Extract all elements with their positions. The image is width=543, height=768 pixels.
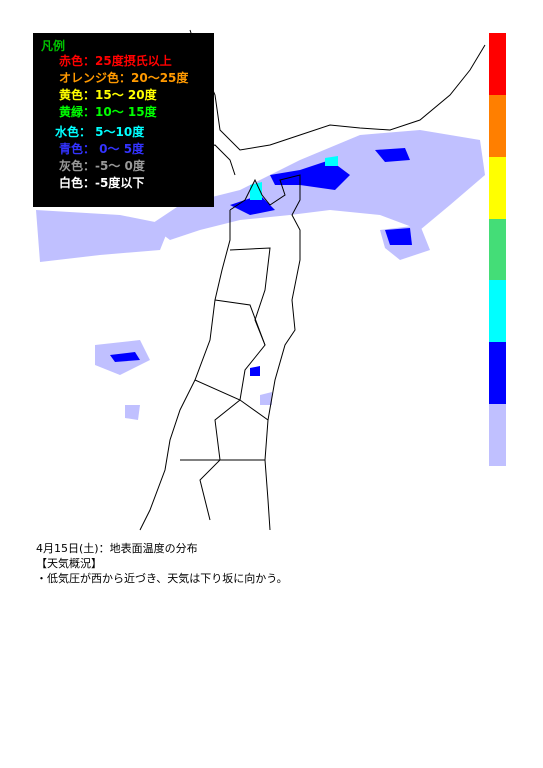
color-bar-segment [489,94,506,157]
legend-item: 灰色：-5～ 0度 [59,159,145,173]
caption: 4月15日(土)：地表面温度の分布 【天気概況】 ・低気圧が西から近づき、天気は… [36,541,288,586]
legend-item: 白色：-5度以下 [59,176,145,190]
color-bar-segment [489,404,506,467]
map [36,29,486,531]
coastline [139,29,486,531]
color-bar-segment [489,33,506,95]
legend-item: 赤色：25度摂氏以上 [59,54,172,68]
color-bar-segment [489,156,506,219]
color-bar-segment [489,280,506,343]
precip-cyan [250,156,338,200]
legend-item: 黄色：15～ 20度 [59,88,157,102]
legend-item: 水色： 5～10度 [55,125,145,139]
legend-item: オレンジ色：20～25度 [59,71,189,85]
color-bar-segment [489,218,506,281]
color-bar-segment [489,342,506,405]
legend-item: 青色： 0～ 5度 [59,142,145,156]
caption-section: 【天気概況】 [36,557,102,570]
precip-heavy [110,148,412,376]
caption-text: ・低気圧が西から近づき、天気は下り坂に向かう。 [36,572,288,585]
legend-item: 黄緑：10～ 15度 [59,105,157,119]
legend: 凡例 赤色：25度摂氏以上オレンジ色：20～25度 黄色：15～ 20度 黄緑：10… [33,33,214,207]
caption-date: 4月15日(土)：地表面温度の分布 [36,542,198,555]
legend-title: 凡例 [41,39,66,53]
color-bar [489,33,506,467]
